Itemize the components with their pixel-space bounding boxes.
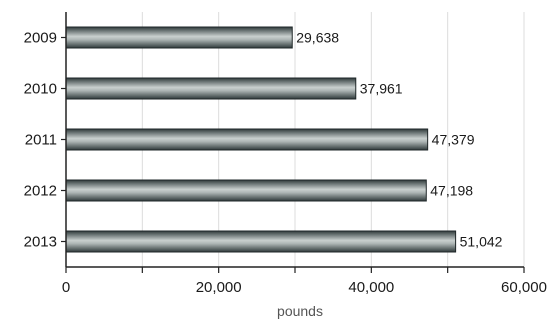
category-label: 2012 [24, 183, 57, 200]
data-label: 29,638 [296, 30, 339, 46]
bar [65, 179, 427, 202]
x-tick-label: 60,000 [501, 279, 547, 296]
data-label: 37,961 [360, 81, 403, 97]
bar [65, 230, 457, 253]
bar [65, 26, 293, 49]
labels: 0 20,000 40,000 60,000 2009 29,638 2010 37,961 2… [24, 30, 547, 297]
data-label: 47,198 [430, 183, 473, 199]
bars [65, 26, 457, 253]
bar [65, 128, 429, 151]
category-label: 2011 [25, 132, 57, 149]
data-label: 47,379 [432, 132, 475, 148]
x-tick-label: 20,000 [196, 279, 242, 296]
x-tick-label: 0 [62, 279, 70, 296]
data-label: 51,042 [460, 234, 503, 250]
x-axis-title: pounds [277, 303, 323, 319]
category-label: 2009 [24, 30, 57, 47]
bar [65, 77, 357, 100]
category-label: 2010 [24, 81, 57, 98]
category-label: 2013 [24, 234, 57, 251]
x-tick-label: 40,000 [348, 279, 394, 296]
